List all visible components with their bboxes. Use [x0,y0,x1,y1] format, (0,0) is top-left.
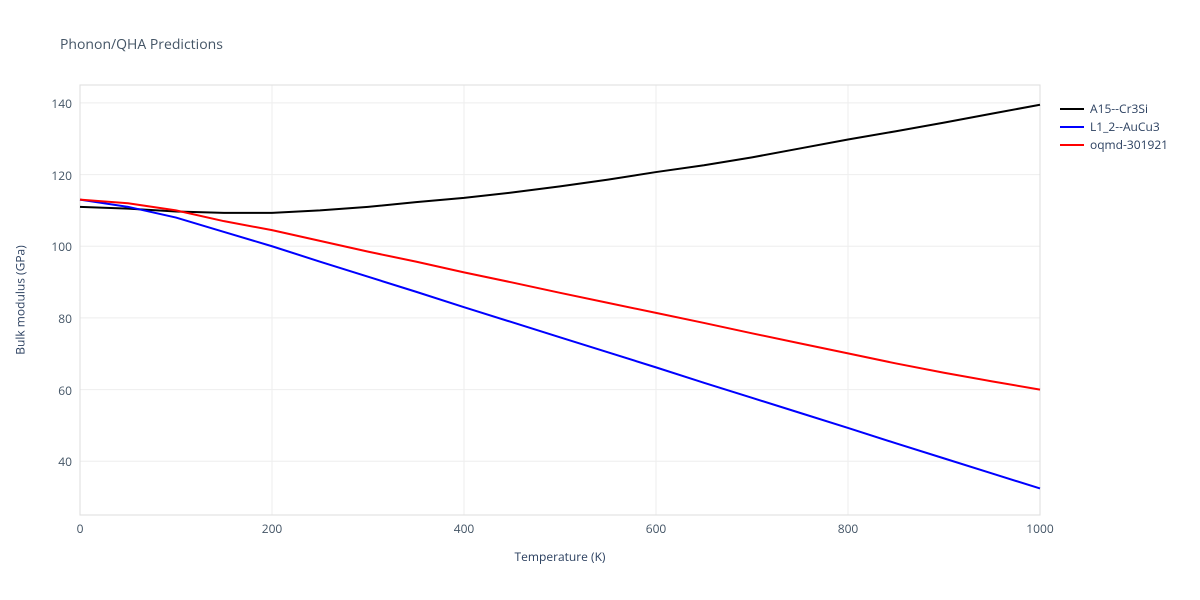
legend-label: A15--Cr3Si [1090,100,1148,118]
legend-item[interactable]: L1_2--AuCu3 [1060,118,1168,136]
x-tick-label: 800 [838,520,859,537]
y-tick-label: 120 [22,167,72,184]
series-line[interactable] [80,200,1040,390]
chart-container: Phonon/QHA Predictions Bulk modulus (GPa… [0,0,1200,600]
legend-label: oqmd-301921 [1090,136,1168,154]
x-axis-label: Temperature (K) [515,548,606,565]
legend: A15--Cr3SiL1_2--AuCu3oqmd-301921 [1060,100,1168,154]
x-tick-label: 600 [646,520,667,537]
series-line[interactable] [80,105,1040,213]
x-tick-label: 0 [77,520,84,537]
legend-swatch [1060,126,1084,128]
plot-svg [80,85,1040,515]
x-tick-label: 200 [262,520,283,537]
x-tick-label: 1000 [1026,520,1053,537]
chart-title: Phonon/QHA Predictions [60,35,223,54]
y-axis-label: Bulk modulus (GPa) [12,245,29,355]
legend-swatch [1060,144,1084,146]
y-tick-label: 100 [22,238,72,255]
legend-swatch [1060,108,1084,110]
legend-item[interactable]: oqmd-301921 [1060,136,1168,154]
legend-label: L1_2--AuCu3 [1090,118,1160,136]
y-tick-label: 80 [22,310,72,327]
series-line[interactable] [80,200,1040,489]
plot-area[interactable] [80,85,1040,515]
y-tick-label: 40 [22,453,72,470]
legend-item[interactable]: A15--Cr3Si [1060,100,1168,118]
y-tick-label: 60 [22,382,72,399]
y-tick-label: 140 [22,95,72,112]
x-tick-label: 400 [454,520,475,537]
